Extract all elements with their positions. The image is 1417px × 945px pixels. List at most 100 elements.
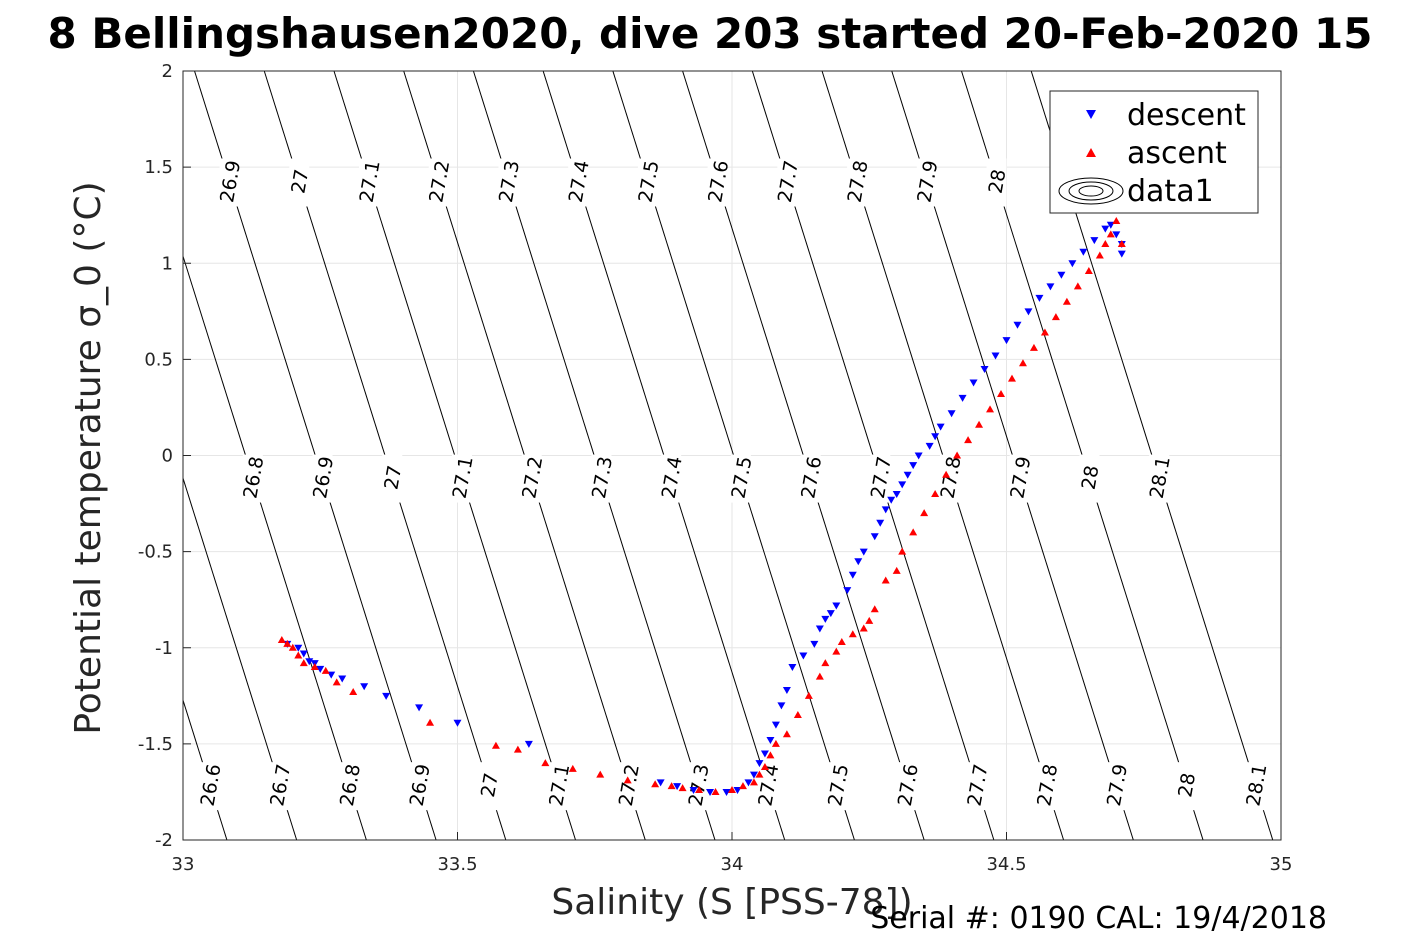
ascent-point xyxy=(760,762,769,770)
y-tick-label: 1 xyxy=(162,253,173,274)
ascent-point xyxy=(755,770,764,778)
descent-point xyxy=(1101,225,1110,233)
isopycnal-line xyxy=(183,698,228,840)
descent-point xyxy=(914,452,923,460)
descent-point xyxy=(706,788,715,796)
contour-label-bg xyxy=(289,158,310,207)
ascent-point xyxy=(870,605,879,613)
y-tick-label: 0.5 xyxy=(144,349,173,370)
contour-label-bg xyxy=(312,454,333,503)
ascent-point xyxy=(771,739,780,747)
contour-label: 28 xyxy=(1078,464,1104,492)
isopycnal-line xyxy=(183,476,298,840)
contour-label-bg xyxy=(428,158,449,207)
descent-point xyxy=(848,571,857,579)
ascent-point xyxy=(837,637,846,645)
descent-point xyxy=(766,737,775,745)
ascent-point xyxy=(332,678,341,686)
contour-label: 27 xyxy=(477,771,503,799)
ascent-point xyxy=(821,659,830,667)
contour-label-bg xyxy=(359,158,380,207)
contour-label-bg xyxy=(409,762,430,811)
descent-point xyxy=(1068,260,1077,268)
ascent-point xyxy=(920,509,929,517)
ascent-point xyxy=(491,741,500,749)
legend-descent: descent xyxy=(1127,98,1246,133)
descent-point xyxy=(925,442,934,450)
ascent-point xyxy=(848,630,857,638)
descent-point xyxy=(299,650,308,658)
ascent-point xyxy=(299,659,308,667)
ascent-point xyxy=(749,778,758,786)
descent-point xyxy=(744,779,753,787)
ascent-point xyxy=(898,547,907,555)
descent-point xyxy=(870,533,879,541)
descent-point xyxy=(887,496,896,504)
ascent-point xyxy=(678,784,687,792)
contour-label-bg xyxy=(382,454,403,503)
ascent-point xyxy=(1117,240,1126,248)
x-tick-label: 35 xyxy=(1270,854,1293,875)
contour-label-bg xyxy=(870,454,891,503)
ascent-point xyxy=(1007,374,1016,382)
ascent-point xyxy=(623,776,632,784)
legend-box xyxy=(1049,90,1259,214)
contour-label-bg xyxy=(618,762,639,811)
ascent-point xyxy=(1101,240,1110,248)
descent-point xyxy=(969,379,978,387)
descent-point xyxy=(826,610,835,618)
descent-point xyxy=(415,704,424,712)
ascent-point xyxy=(909,528,918,536)
legend-data1-marker xyxy=(1058,177,1124,205)
contour-label-bg xyxy=(637,158,658,207)
descent-point xyxy=(832,602,841,610)
legend: descent ascent data1 xyxy=(1049,90,1259,214)
ascent-point xyxy=(997,389,1006,397)
descent-point xyxy=(782,687,791,695)
ascent-point xyxy=(541,759,550,767)
ascent-point xyxy=(964,436,973,444)
descent-point xyxy=(689,787,698,795)
ascent-point xyxy=(782,730,791,738)
ascent-point xyxy=(1073,282,1082,290)
ascent-point xyxy=(651,780,660,788)
y-tick-label: -0.5 xyxy=(138,542,173,563)
ascent-point xyxy=(349,687,358,695)
contour-label-bg xyxy=(498,158,519,207)
descent-point xyxy=(821,615,830,623)
ascent-point xyxy=(881,576,890,584)
ascent-point xyxy=(695,786,704,794)
contour-label: 27 xyxy=(287,168,313,196)
data-points xyxy=(277,216,1126,796)
ascent-point xyxy=(596,770,605,778)
contour-label: 27 xyxy=(380,464,406,492)
contour-label: 28 xyxy=(985,168,1011,196)
x-tick-label: 34.5 xyxy=(986,854,1026,875)
contour-label-bg xyxy=(1149,454,1170,503)
y-tick-label: 2 xyxy=(162,61,173,82)
descent-point xyxy=(1057,271,1066,279)
contour-label-bg xyxy=(568,158,589,207)
ascent-point xyxy=(1112,216,1121,224)
descent-point xyxy=(453,719,462,727)
descent-point xyxy=(760,750,769,758)
ascent-point xyxy=(892,566,901,574)
ascent-point xyxy=(711,787,720,795)
descent-point xyxy=(1046,283,1055,291)
x-tick-label: 33.5 xyxy=(437,854,477,875)
ascent-point xyxy=(953,451,962,459)
descent-point xyxy=(777,702,786,710)
serial-cal-footer: Serial #: 0190 CAL: 19/4/2018 xyxy=(870,901,1327,936)
ascent-point xyxy=(815,672,824,680)
x-axis-label: Salinity (S [PSS-78]) xyxy=(551,882,912,923)
ascent-point xyxy=(1084,266,1093,274)
descent-point xyxy=(898,481,907,489)
contour-label-bg xyxy=(986,158,1007,207)
contour-label-bg xyxy=(827,762,848,811)
descent-point xyxy=(316,665,325,673)
contour-label-bg xyxy=(897,762,918,811)
ascent-point xyxy=(942,470,951,478)
descent-point xyxy=(936,423,945,431)
ascent-point xyxy=(426,718,435,726)
ascent-point xyxy=(1051,313,1060,321)
